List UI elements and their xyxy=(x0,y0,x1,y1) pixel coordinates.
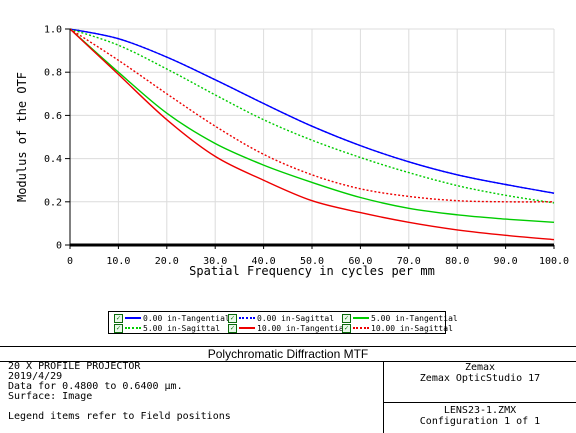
info-panel: Polychromatic Diffraction MTF 20 X PROFI… xyxy=(0,346,576,433)
x-tick-label: 100.0 xyxy=(539,256,569,267)
info-left-block: 20 X PROFILE PROJECTOR 2019/4/29 Data fo… xyxy=(8,362,380,422)
y-tick-label: 0.8 xyxy=(44,68,62,79)
info-line: Legend items refer to Field positions xyxy=(8,411,231,422)
axes xyxy=(65,28,555,249)
legend: ✓ 0.00 in-Tangential ✓ 0.00 in-Sagittal … xyxy=(108,311,458,334)
mtf-chart: 0 0.2 0.4 0.6 0.8 1.0 0 10.0 20.0 30.0 40.0 50.0 60… xyxy=(15,25,569,279)
checkbox-icon[interactable]: ✓ xyxy=(342,313,351,323)
legend-label: 0.00 in-Sagittal xyxy=(257,313,335,323)
y-tick-label: 0.2 xyxy=(44,197,62,208)
y-tick-label: 0 xyxy=(56,241,62,252)
legend-swatch xyxy=(125,317,141,319)
file-block: LENS23-1.ZMX Configuration 1 of 1 xyxy=(384,405,576,427)
grid xyxy=(69,28,555,246)
y-tick-labels: 0 0.2 0.4 0.6 0.8 1.0 xyxy=(44,25,62,252)
analysis-title: Polychromatic Diffraction MTF xyxy=(0,347,576,362)
legend-item[interactable]: ✓ 0.00 in-Tangential xyxy=(114,313,230,323)
info-line: 2019/4/29 xyxy=(8,371,63,382)
x-tick-labels: 0 10.0 20.0 30.0 40.0 50.0 60.0 70.0 80.0 90.0 100… xyxy=(67,256,569,267)
x-tick-label: 40.0 xyxy=(252,256,276,267)
checkbox-icon[interactable]: ✓ xyxy=(342,323,351,333)
legend-item[interactable]: ✓ 0.00 in-Sagittal xyxy=(228,313,334,323)
software-block: Zemax Zemax OpticStudio 17 xyxy=(384,362,576,403)
legend-label: 10.00 in-Tangential xyxy=(257,323,349,333)
legend-swatch xyxy=(125,327,141,329)
y-tick-label: 0.4 xyxy=(44,154,62,165)
x-tick-label: 0 xyxy=(67,256,73,267)
y-tick-label: 1.0 xyxy=(44,25,62,36)
divider xyxy=(383,362,384,433)
series-line-3 xyxy=(69,28,555,223)
info-line: Surface: Image xyxy=(8,391,93,402)
x-tick-label: 20.0 xyxy=(155,256,179,267)
legend-swatch xyxy=(239,317,255,319)
checkbox-icon[interactable]: ✓ xyxy=(228,313,237,323)
series-line-5 xyxy=(69,28,555,241)
checkbox-icon[interactable]: ✓ xyxy=(228,323,237,333)
series-line-2 xyxy=(69,28,555,194)
legend-label: 0.00 in-Tangential xyxy=(143,313,230,323)
legend-label: 10.00 in-Sagittal xyxy=(371,323,453,333)
info-line: Configuration 1 of 1 xyxy=(419,416,541,427)
info-line: LENS23-1.ZMX xyxy=(443,405,517,416)
info-line: Data for 0.4800 to 0.6400 µm. xyxy=(8,381,183,392)
checkbox-icon[interactable]: ✓ xyxy=(114,323,123,333)
x-axis-title: Spatial Frequency in cycles per mm xyxy=(189,264,435,278)
legend-label: 5.00 in-Tangential xyxy=(371,313,458,323)
info-line: 20 X PROFILE PROJECTOR xyxy=(8,361,141,372)
x-tick-label: 60.0 xyxy=(348,256,372,267)
y-axis-title: Modulus of the OTF xyxy=(15,72,29,202)
x-tick-label: 10.0 xyxy=(106,256,130,267)
y-tick-label: 0.6 xyxy=(44,111,62,122)
series-line-4 xyxy=(69,28,555,204)
x-tick-label: 70.0 xyxy=(397,256,421,267)
x-tick-label: 50.0 xyxy=(300,256,324,267)
info-line: Zemax OpticStudio 17 xyxy=(419,373,541,384)
info-line: Zemax xyxy=(464,362,496,373)
checkbox-icon[interactable]: ✓ xyxy=(114,313,123,323)
legend-swatch xyxy=(353,317,369,319)
legend-item[interactable]: ✓ 5.00 in-Sagittal xyxy=(114,323,220,333)
legend-item[interactable]: ✓ 10.00 in-Sagittal xyxy=(342,323,453,333)
series-line-6 xyxy=(69,28,555,203)
x-tick-label: 90.0 xyxy=(494,256,518,267)
legend-swatch xyxy=(353,327,369,329)
legend-swatch xyxy=(239,327,255,329)
x-tick-label: 80.0 xyxy=(445,256,469,267)
x-tick-label: 30.0 xyxy=(203,256,227,267)
legend-item[interactable]: ✓ 5.00 in-Tangential xyxy=(342,313,458,323)
series-lines xyxy=(69,28,555,241)
legend-item[interactable]: ✓ 10.00 in-Tangential xyxy=(228,323,349,333)
legend-label: 5.00 in-Sagittal xyxy=(143,323,221,333)
